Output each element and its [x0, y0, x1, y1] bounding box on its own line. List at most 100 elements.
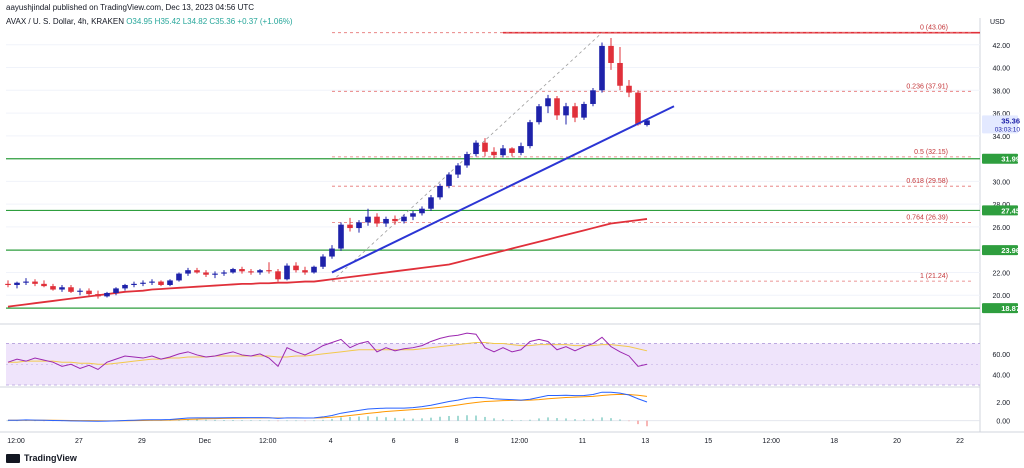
macd-histogram-bar: [322, 419, 324, 421]
macd-histogram-bar: [259, 420, 261, 421]
time-tick-label: Dec: [199, 438, 212, 445]
macd-histogram-bar: [430, 417, 432, 421]
time-tick-label: 15: [704, 438, 712, 445]
macd-histogram-bar: [331, 418, 333, 421]
candle-body: [356, 222, 362, 229]
time-tick-label: 18: [830, 438, 838, 445]
price-tag-label: 18.87: [1001, 304, 1020, 313]
price-tag: [982, 245, 1018, 256]
candle-body: [77, 290, 83, 292]
macd-histogram-bar: [295, 420, 297, 422]
candle-body: [68, 287, 74, 292]
price-tag-label: 35.36: [1001, 116, 1020, 125]
macd-histogram-bar: [511, 419, 513, 421]
macd-histogram-bar: [196, 419, 198, 421]
macd-histogram-bar: [16, 420, 18, 422]
candle-body: [275, 271, 281, 280]
macd-histogram-bar: [610, 418, 612, 421]
rsi-signal-line: [8, 342, 648, 365]
macd-histogram-bar: [421, 418, 423, 421]
candle-body: [167, 280, 173, 285]
price-tag-label: 31.99: [1001, 155, 1020, 164]
macd-histogram-bar: [493, 418, 495, 421]
candle-body: [590, 90, 596, 104]
fib-level-label: 0.5 (32.15): [914, 149, 948, 156]
macd-histogram-bar: [394, 417, 396, 421]
candle-body: [347, 224, 353, 229]
candle-body: [95, 294, 101, 297]
macd-line: [8, 391, 648, 422]
time-tick-label: 20: [893, 438, 901, 445]
price-tick-label: 42.00: [992, 43, 1010, 50]
fib-level-label: 1 (21.24): [920, 273, 948, 280]
moving-average-line: [7, 218, 648, 308]
candle-body: [284, 265, 290, 280]
macd-histogram-bar: [547, 417, 549, 421]
macd-signal-line: [8, 393, 648, 422]
candle-body: [212, 273, 218, 275]
price-tag: [982, 115, 1018, 134]
time-tick-label: 4: [329, 438, 333, 445]
candle-body: [158, 281, 164, 285]
price-tag-countdown: 03:03:10: [995, 126, 1021, 133]
candle-body: [41, 283, 47, 287]
candle-body: [518, 146, 524, 153]
macd-histogram-bar: [286, 420, 288, 422]
rsi-tick-label: 40.00: [992, 373, 1010, 380]
candle-body: [419, 208, 425, 214]
price-tick-label: 34.00: [992, 134, 1010, 141]
macd-tick-label: 2.00: [996, 400, 1010, 407]
published-by-text: aayushjindal published on TradingView.co…: [6, 3, 255, 12]
candle-body: [32, 281, 38, 284]
macd-histogram-bar: [313, 420, 315, 422]
candle-body: [266, 270, 272, 272]
symbol-info: AVAX / U. S. Dollar, 4h, KRAKEN O34.95 H…: [6, 17, 293, 26]
macd-histogram-bar: [358, 416, 360, 421]
candle-body: [338, 224, 344, 249]
macd-histogram-bar: [412, 418, 414, 421]
candle-body: [527, 122, 533, 147]
macd-histogram-bar: [439, 416, 441, 421]
candle-body: [599, 45, 605, 91]
macd-histogram-bar: [637, 420, 639, 425]
candle-body: [644, 120, 650, 126]
candle-body: [149, 281, 155, 283]
candle-body: [500, 148, 506, 156]
tradingview-logo-icon: [6, 453, 20, 463]
candle-body: [482, 142, 488, 152]
macd-histogram-bar: [43, 420, 45, 422]
candle-body: [14, 282, 20, 285]
time-tick-label: 27: [75, 438, 83, 445]
macd-histogram-bar: [565, 418, 567, 421]
candle-body: [194, 270, 200, 273]
candle-body: [536, 106, 542, 123]
candle-body: [572, 106, 578, 118]
macd-histogram-bar: [646, 420, 648, 427]
candle-body: [581, 103, 587, 118]
candle-body: [545, 98, 551, 107]
macd-histogram-bar: [349, 416, 351, 421]
price-tick-label: 22.00: [992, 270, 1010, 277]
currency-label: USD: [990, 19, 1005, 26]
price-tag: [982, 205, 1018, 216]
tradingview-footer: TradingView: [6, 453, 77, 463]
candle-body: [635, 92, 641, 125]
candle-body: [302, 270, 308, 273]
macd-histogram-bar: [538, 418, 540, 421]
price-tick-label: 30.00: [992, 179, 1010, 186]
macd-histogram-bar: [583, 419, 585, 421]
price-tick-label: 40.00: [992, 66, 1010, 73]
candle-body: [374, 216, 380, 224]
candle-body: [50, 286, 56, 290]
fib-level-label: 0 (43.06): [920, 25, 948, 32]
candle-body: [509, 148, 515, 153]
candle-body: [554, 98, 560, 116]
symbol-name: AVAX / U. S. Dollar, 4h, KRAKEN: [6, 17, 124, 26]
time-tick-label: 11: [579, 438, 586, 445]
time-tick-label: 29: [138, 438, 146, 445]
candle-body: [455, 165, 461, 175]
macd-histogram-bar: [376, 416, 378, 421]
price-tick-label: 36.00: [992, 111, 1010, 118]
macd-histogram-bar: [7, 420, 9, 422]
